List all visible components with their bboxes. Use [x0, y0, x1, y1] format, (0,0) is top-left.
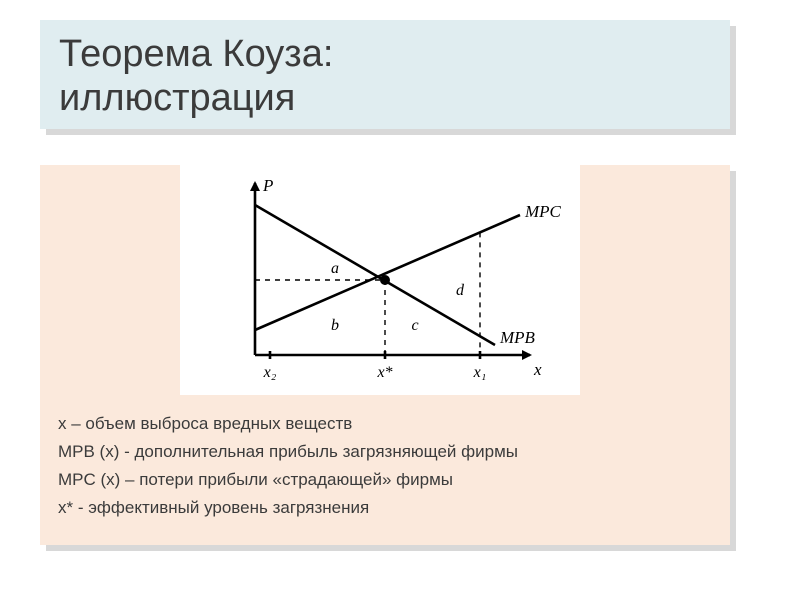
svg-text:x₂: x₂: [263, 364, 277, 381]
svg-text:x*: x*: [376, 364, 392, 381]
svg-text:d: d: [456, 282, 465, 299]
svg-text:x₁: x₁: [473, 364, 487, 381]
title-box: Теорема Коуза: иллюстрация: [40, 20, 730, 129]
coase-chart: Px MPC MPB x₂ x* x₁ a b c d: [180, 165, 580, 395]
svg-text:P: P: [262, 176, 273, 195]
legend-item: MPC (x) – потери прибыли «страдающей» фи…: [58, 469, 712, 491]
title-line1: Теорема Коуза:: [59, 33, 333, 75]
svg-text:MPC: MPC: [524, 202, 562, 221]
svg-text:b: b: [331, 317, 339, 334]
svg-text:MPB: MPB: [499, 328, 536, 347]
title-line2: иллюстрация: [59, 77, 295, 119]
svg-text:a: a: [331, 260, 339, 277]
content-box: Px MPC MPB x₂ x* x₁ a b c d x – объем выброса вре…: [40, 165, 730, 545]
chart-svg: Px MPC MPB x₂ x* x₁ a b c d: [180, 165, 580, 395]
svg-text:x: x: [533, 360, 542, 379]
slide: Теорема Коуза: иллюстрация Px MPC MPB x₂ x* x…: [0, 0, 800, 600]
content-block: Px MPC MPB x₂ x* x₁ a b c d x – объем выброса вре…: [40, 165, 730, 545]
legend: x – объем выброса вредных веществ MPB (x)…: [58, 413, 712, 525]
page-title: Теорема Коуза: иллюстрация: [59, 33, 711, 120]
legend-item: x* - эффективный уровень загрязнения: [58, 497, 712, 519]
legend-item: MPB (x) - дополнительная прибыль загрязн…: [58, 441, 712, 463]
title-block: Теорема Коуза: иллюстрация: [40, 20, 730, 129]
svg-text:c: c: [411, 317, 418, 334]
legend-item: x – объем выброса вредных веществ: [58, 413, 712, 435]
